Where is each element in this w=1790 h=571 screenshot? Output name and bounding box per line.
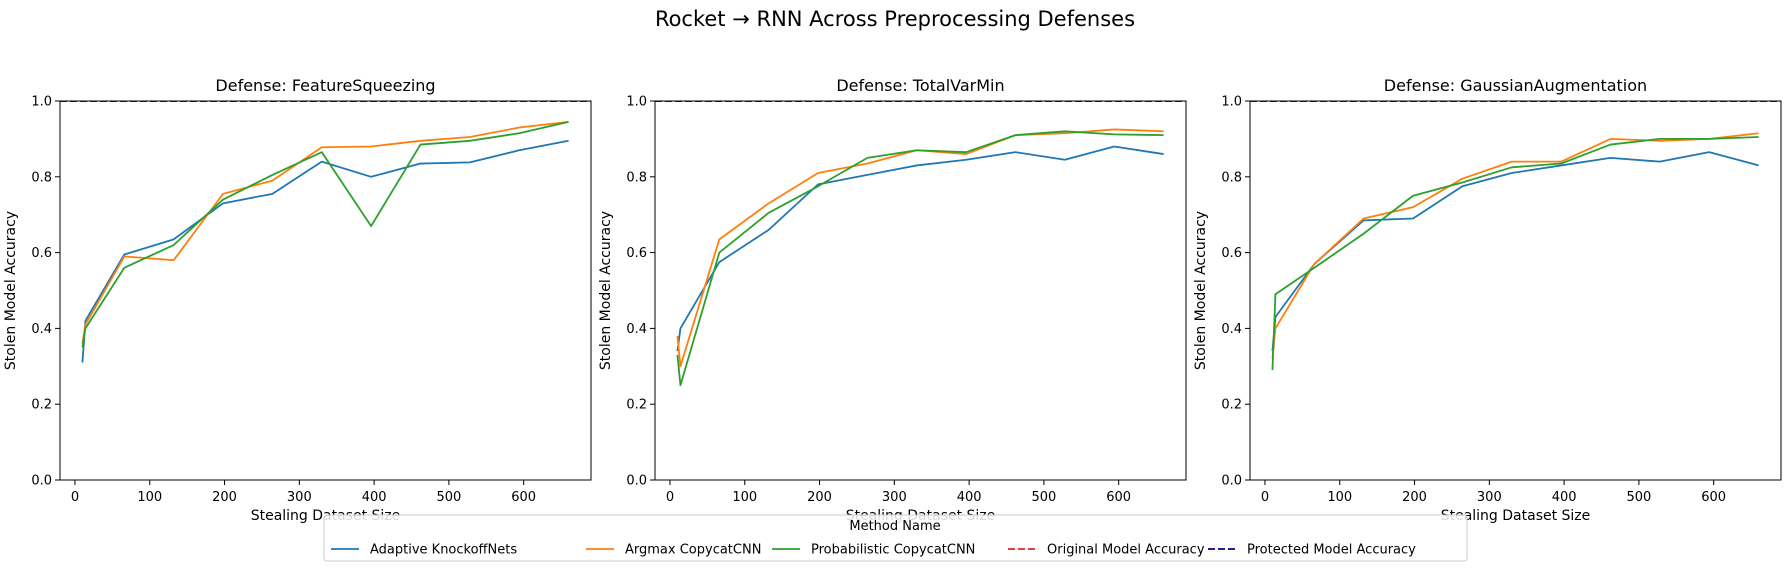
- x-tick-label: 500: [1031, 490, 1056, 505]
- x-tick-label: 600: [511, 490, 536, 505]
- legend-entry: Probabilistic CopycatCNN: [772, 543, 975, 558]
- y-tick-label: 0.8: [626, 170, 647, 185]
- y-axis-label: Stolen Model Accuracy: [1193, 211, 1209, 370]
- subplot-2: Defense: TotalVarMin 0.0 0.2 0.4 0.6 0.8 1.0 0 1…: [598, 76, 1187, 524]
- subplot-title: Defense: FeatureSqueezing: [215, 76, 435, 95]
- x-tick-label: 100: [137, 490, 162, 505]
- y-axis-label: Stolen Model Accuracy: [3, 211, 19, 370]
- legend-entry: Adaptive KnockoffNets: [331, 543, 517, 558]
- y-tick-label: 0.4: [31, 322, 52, 337]
- x-tick-label: 0: [666, 490, 674, 505]
- x-tick-label: 600: [1106, 490, 1131, 505]
- series-line: [1271, 136, 1759, 371]
- y-tick-label: 0.6: [31, 246, 52, 261]
- legend-label: Original Model Accuracy: [1047, 543, 1205, 558]
- series-line: [1271, 132, 1759, 359]
- y-tick-label: 0.8: [1221, 170, 1242, 185]
- y-tick-label: 0.0: [626, 474, 647, 489]
- subplot-3: Defense: GaussianAugmentation 0.0 0.2 0.4 0.…: [1193, 76, 1782, 524]
- x-tick-label: 400: [957, 490, 982, 505]
- x-tick-label: 200: [1402, 490, 1427, 505]
- axes-frame: [59, 100, 592, 481]
- x-tick-label: 100: [1327, 490, 1352, 505]
- x-tick-label: 300: [1477, 490, 1502, 505]
- subplot-title: Defense: GaussianAugmentation: [1384, 76, 1647, 95]
- y-tick-label: 0.6: [626, 246, 647, 261]
- legend-entry: Protected Model Accuracy: [1208, 543, 1416, 558]
- legend-title: Method Name: [849, 519, 940, 534]
- legend-entry: Argmax CopycatCNN: [586, 543, 761, 558]
- y-axis-label: Stolen Model Accuracy: [598, 211, 614, 370]
- figure-title: Rocket → RNN Across Preprocessing Defens…: [655, 7, 1135, 31]
- x-tick-label: 600: [1701, 490, 1726, 505]
- x-tick-label: 500: [436, 490, 461, 505]
- x-tick-label: 0: [1261, 490, 1269, 505]
- y-tick-label: 0.0: [31, 474, 52, 489]
- y-tick-label: 0.0: [1221, 474, 1242, 489]
- legend-label: Probabilistic CopycatCNN: [811, 543, 975, 558]
- x-tick-label: 400: [1552, 490, 1577, 505]
- y-tick-label: 0.2: [1221, 398, 1242, 413]
- axes-frame: [654, 100, 1187, 481]
- x-tick-label: 500: [1626, 490, 1651, 505]
- subplot-title: Defense: TotalVarMin: [836, 76, 1004, 95]
- subplot-1: Defense: FeatureSqueezing 0.0 0.2 0.4 0.6 0.8…: [3, 76, 592, 524]
- series-line: [676, 145, 1164, 352]
- x-tick-label: 400: [362, 490, 387, 505]
- legend-entry: Original Model Accuracy: [1008, 543, 1205, 558]
- y-tick-label: 0.2: [31, 398, 52, 413]
- axes-frame: [1249, 100, 1782, 481]
- y-tick-label: 1.0: [31, 95, 52, 110]
- y-tick-label: 0.4: [626, 322, 647, 337]
- y-tick-label: 0.2: [626, 398, 647, 413]
- y-tick-label: 0.8: [31, 170, 52, 185]
- y-tick-label: 1.0: [1221, 95, 1242, 110]
- y-tick-label: 0.4: [1221, 322, 1242, 337]
- series-line: [81, 120, 569, 348]
- x-tick-label: 200: [212, 490, 237, 505]
- series-line: [676, 130, 1164, 387]
- x-tick-label: 300: [882, 490, 907, 505]
- x-tick-label: 0: [71, 490, 79, 505]
- legend: Method Name Adaptive KnockoffNets Argmax C…: [323, 514, 1468, 562]
- series-line: [81, 120, 569, 344]
- series-line: [1271, 151, 1759, 352]
- x-tick-label: 200: [807, 490, 832, 505]
- x-tick-label: 100: [732, 490, 757, 505]
- legend-label: Adaptive KnockoffNets: [370, 543, 517, 558]
- legend-label: Protected Model Accuracy: [1247, 543, 1416, 558]
- legend-label: Argmax CopycatCNN: [625, 543, 761, 558]
- series-line: [81, 139, 569, 363]
- y-tick-label: 0.6: [1221, 246, 1242, 261]
- x-axis-label: Stealing Dataset Size: [1441, 508, 1591, 524]
- y-tick-label: 1.0: [626, 95, 647, 110]
- subplots: Defense: FeatureSqueezing 0.0 0.2 0.4 0.6 0.8…: [3, 76, 1782, 524]
- x-tick-label: 300: [287, 490, 312, 505]
